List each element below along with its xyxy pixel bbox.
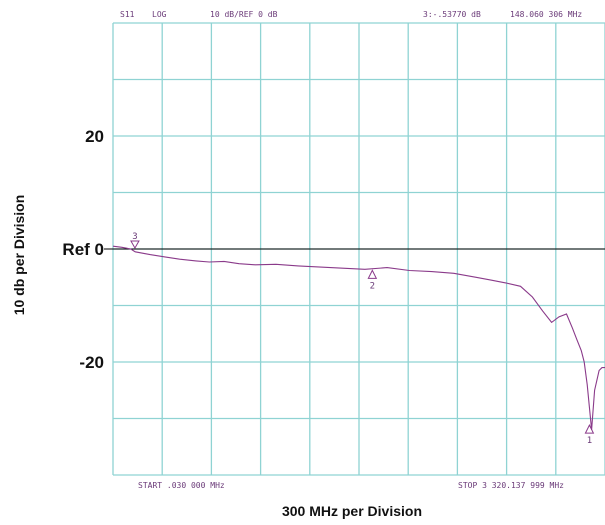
marker-2-label: 2 (370, 281, 375, 291)
y-tick-label: Ref 0 (62, 240, 104, 259)
footer-start: START .030 000 MHz (138, 481, 225, 490)
x-axis-label: 300 MHz per Division (282, 503, 422, 519)
header-marker-frequency: 148.060 306 MHz (510, 10, 582, 19)
y-tick-labels: 20 Ref 0 -20 (62, 127, 104, 372)
header-format: LOG (152, 10, 167, 19)
y-axis-label: 10 db per Division (11, 195, 27, 316)
header-param: S11 (120, 10, 135, 19)
header-marker-readout: 3:-.53770 dB (423, 10, 481, 19)
header-scale: 10 dB/REF 0 dB (210, 10, 278, 19)
footer-stop: STOP 3 320.137 999 MHz (458, 481, 564, 490)
marker-3-triangle (130, 240, 140, 250)
marker-1-triangle (584, 424, 595, 434)
grid (112, 22, 605, 476)
trace-line (112, 245, 605, 430)
y-tick-label: 20 (85, 127, 104, 146)
y-tick-label: -20 (79, 353, 104, 372)
marker-2-triangle (367, 269, 378, 279)
marker-1-label: 1 (587, 436, 592, 446)
markers: 3 2 1 (130, 232, 595, 446)
marker-3-label: 3 (132, 232, 137, 242)
